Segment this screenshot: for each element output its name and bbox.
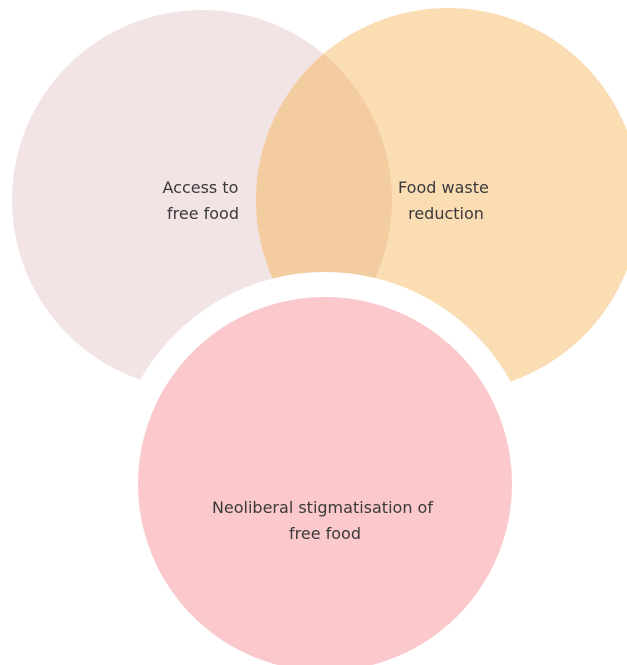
label-stigma-line-2: free food [289,524,361,543]
label-neoliberal-stigmatisation: Neoliberal stigmatisation of free food [212,498,438,543]
label-waste-line-1: Food waste [398,178,489,197]
label-stigma-line-1: Neoliberal stigmatisation of [212,498,433,517]
label-access-line-1: Access to [162,178,238,197]
circle-neoliberal-stigmatisation [138,297,512,665]
label-waste-line-2: reduction [408,204,484,223]
label-access-to-free-food: Access to free food [162,178,243,223]
label-access-line-2: free food [167,204,239,223]
label-food-waste-reduction: Food waste reduction [398,178,494,223]
